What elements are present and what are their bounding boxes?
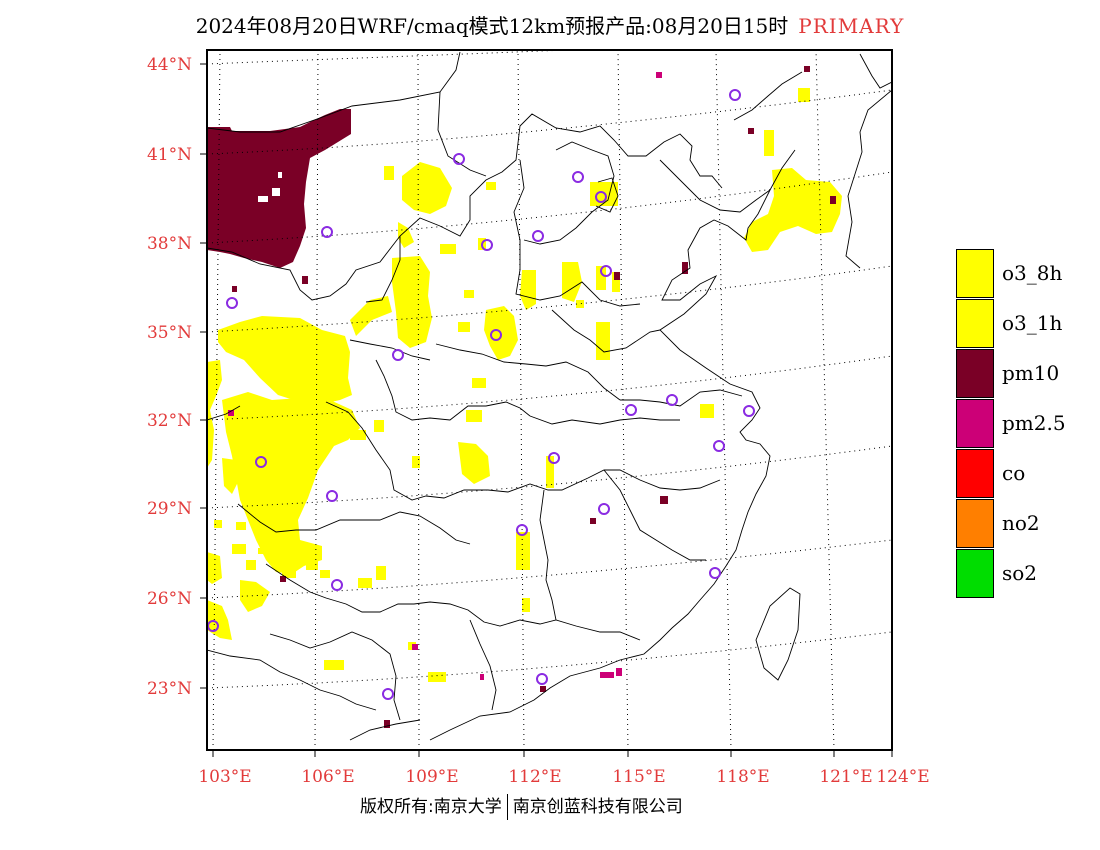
tick-marks <box>200 63 893 757</box>
footer-divider <box>506 794 508 820</box>
legend-label: pm10 <box>1002 361 1060 385</box>
lon-label: 124°E <box>876 767 929 787</box>
lat-label: 29°N <box>147 499 192 519</box>
legend-swatch <box>956 249 994 298</box>
legend-swatch <box>956 349 994 398</box>
lon-label: 118°E <box>716 767 769 787</box>
copyright-footer: 版权所有:南京大学 南京创蓝科技有限公司 <box>360 792 683 820</box>
legend-label: o3_1h <box>1002 311 1063 335</box>
lat-label: 41°N <box>147 145 192 165</box>
lon-label: 121°E <box>819 767 872 787</box>
lon-labels: 103°E 106°E 109°E 112°E 115°E 118°E 121°… <box>198 767 929 787</box>
pollution-layer <box>207 50 892 750</box>
legend-item-no2: no2 <box>956 499 1100 549</box>
lat-label: 23°N <box>147 679 192 699</box>
legend-swatch <box>956 449 994 498</box>
legend-item-pm10: pm10 <box>956 349 1100 399</box>
lon-label: 112°E <box>508 767 561 787</box>
legend-label: so2 <box>1002 561 1038 585</box>
legend-item-o3-1h: o3_1h <box>956 299 1100 349</box>
legend-item-o3-8h: o3_8h <box>956 249 1100 299</box>
legend-swatch <box>956 499 994 548</box>
legend-item-pm25: pm2.5 <box>956 399 1100 449</box>
legend-swatch <box>956 299 994 348</box>
map-title: 2024年08月20日WRF/cmaq模式12km预报产品:08月20日15时 P… <box>0 10 1100 39</box>
copyright-right: 南京创蓝科技有限公司 <box>512 797 683 817</box>
lat-label: 44°N <box>147 55 192 75</box>
lon-label: 115°E <box>612 767 665 787</box>
legend-item-so2: so2 <box>956 549 1100 599</box>
legend-label: no2 <box>1002 511 1040 535</box>
lat-label: 38°N <box>147 234 192 254</box>
title-tag: PRIMARY <box>798 14 905 38</box>
o3-areas <box>207 88 842 682</box>
lon-label: 103°E <box>198 767 251 787</box>
station-markers <box>207 89 755 700</box>
legend-item-co: co <box>956 449 1100 499</box>
boundaries <box>207 51 892 741</box>
legend-label: co <box>1002 461 1026 485</box>
map-frame <box>206 49 893 751</box>
lon-label: 109°E <box>405 767 458 787</box>
lon-label: 106°E <box>301 767 354 787</box>
legend-label: pm2.5 <box>1002 411 1066 435</box>
legend-label: o3_8h <box>1002 261 1063 285</box>
lat-label: 32°N <box>147 411 192 431</box>
lat-label: 26°N <box>147 589 192 609</box>
lat-label: 35°N <box>147 323 192 343</box>
lat-labels: 44°N 41°N 38°N 35°N 32°N 29°N 26°N 23°N <box>147 55 192 699</box>
copyright-left: 版权所有:南京大学 <box>360 797 502 817</box>
legend-swatch <box>956 549 994 598</box>
legend-swatch <box>956 399 994 448</box>
title-text: 2024年08月20日WRF/cmaq模式12km预报产品:08月20日15时 <box>195 14 789 38</box>
